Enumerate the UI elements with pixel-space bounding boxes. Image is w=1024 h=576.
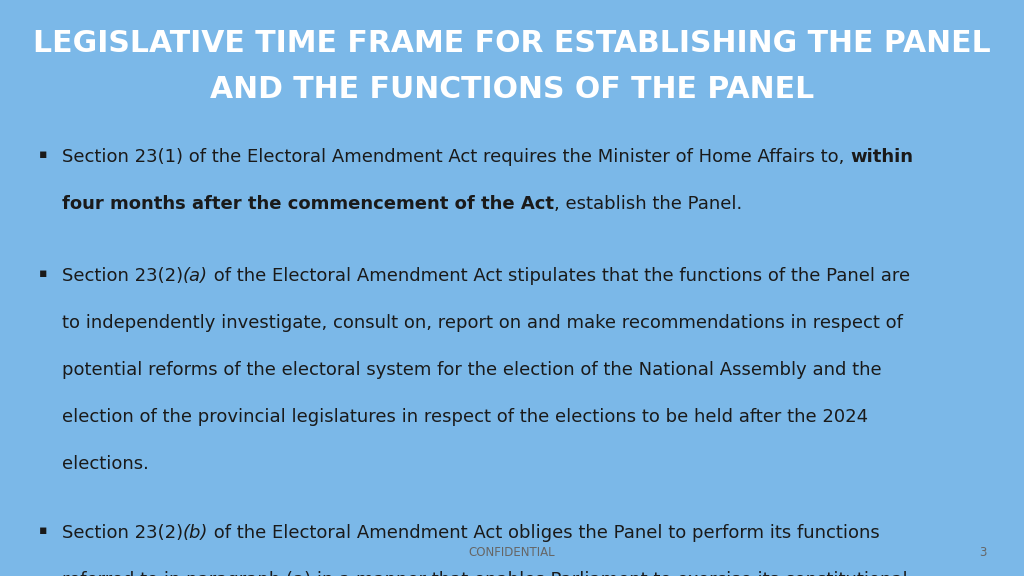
Text: 3: 3 <box>979 545 987 559</box>
Text: election of the provincial legislatures in respect of the elections to be held a: election of the provincial legislatures … <box>61 408 868 426</box>
Text: Section 23(2): Section 23(2) <box>61 524 183 541</box>
Text: , establish the Panel.: , establish the Panel. <box>554 195 742 213</box>
Text: referred to in paragraph (a) in a manner that enables Parliament to exercise its: referred to in paragraph (a) in a manner… <box>61 571 907 576</box>
Text: Section 23(2): Section 23(2) <box>61 267 183 285</box>
Text: (a): (a) <box>183 267 208 285</box>
Text: (b): (b) <box>183 524 208 541</box>
Text: ▪: ▪ <box>39 524 47 536</box>
Text: CONFIDENTIAL: CONFIDENTIAL <box>469 545 555 559</box>
Text: elections.: elections. <box>61 455 148 473</box>
Text: within: within <box>850 147 913 166</box>
Text: of the Electoral Amendment Act obliges the Panel to perform its functions: of the Electoral Amendment Act obliges t… <box>208 524 880 541</box>
Text: to independently investigate, consult on, report on and make recommendations in : to independently investigate, consult on… <box>61 314 903 332</box>
Text: ▪: ▪ <box>39 147 47 161</box>
Text: ▪: ▪ <box>39 267 47 280</box>
Text: LEGISLATIVE TIME FRAME FOR ESTABLISHING THE PANEL: LEGISLATIVE TIME FRAME FOR ESTABLISHING … <box>33 29 991 58</box>
Text: potential reforms of the electoral system for the election of the National Assem: potential reforms of the electoral syste… <box>61 361 882 378</box>
Text: of the Electoral Amendment Act stipulates that the functions of the Panel are: of the Electoral Amendment Act stipulate… <box>208 267 910 285</box>
Text: four months after the commencement of the Act: four months after the commencement of th… <box>61 195 554 213</box>
Text: AND THE FUNCTIONS OF THE PANEL: AND THE FUNCTIONS OF THE PANEL <box>210 75 814 104</box>
Text: Section 23(1) of the Electoral Amendment Act requires the Minister of Home Affai: Section 23(1) of the Electoral Amendment… <box>61 147 850 166</box>
